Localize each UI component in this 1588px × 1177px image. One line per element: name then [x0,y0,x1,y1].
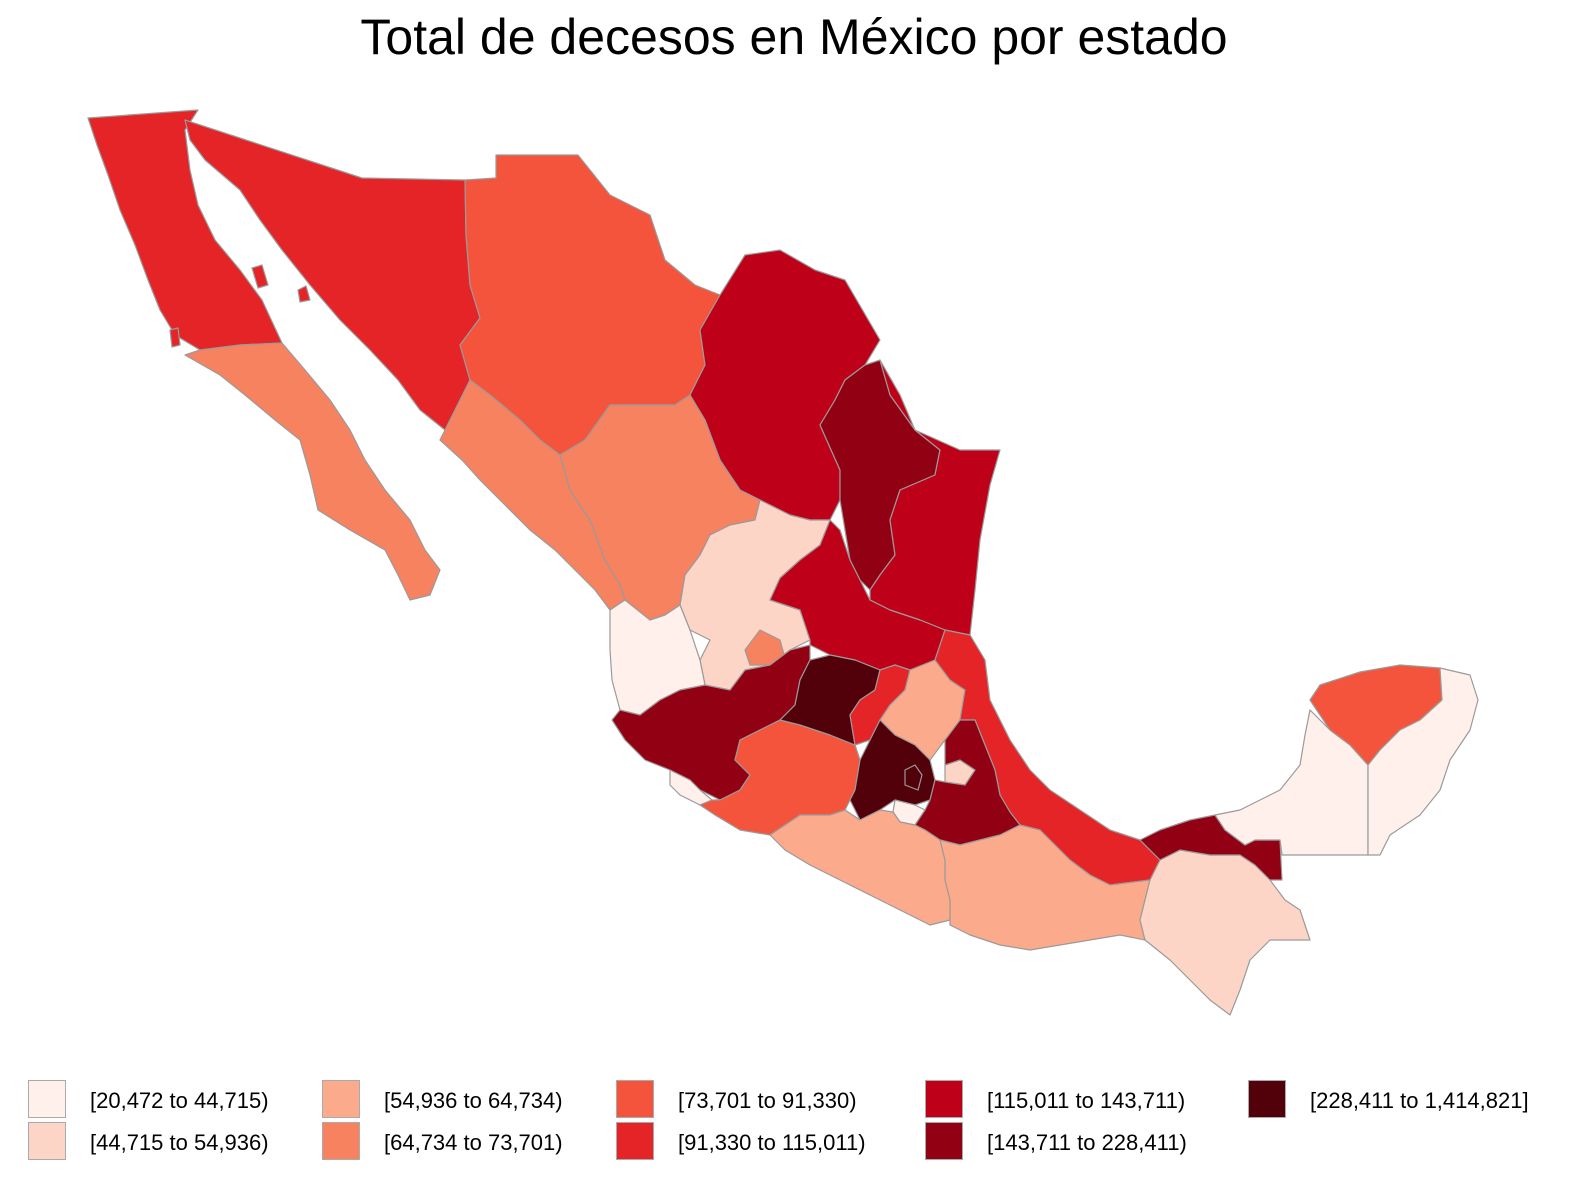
legend-swatch [28,1122,66,1160]
state-tabasco[interactable] [1139,814,1283,881]
legend-swatch [925,1080,963,1118]
legend-label: [73,701 to 91,330) [678,1088,857,1113]
state-baja-california-sur[interactable] [184,342,441,601]
legend-swatch [1248,1080,1286,1118]
legend-label: [54,936 to 64,734) [384,1088,563,1113]
legend-label: [91,330 to 115,011) [678,1130,866,1155]
legend-swatch [322,1122,360,1160]
legend-swatch [616,1080,654,1118]
state-sonora-island [251,264,269,289]
legend-label: [228,411 to 1,414,821] [1310,1088,1529,1113]
map-legend: [20,472 to 44,715) [44,715 to 54,936) [5… [28,1080,1588,1172]
legend-label: [20,472 to 44,715) [90,1088,269,1113]
legend-label: [115,011 to 143,711) [987,1088,1186,1113]
legend-swatch [616,1122,654,1160]
legend-label: [143,711 to 228,411) [987,1130,1187,1155]
state-chiapas[interactable] [1139,849,1311,1016]
state-quintana-roo[interactable] [1367,667,1479,856]
state-sonora-island-2 [297,285,311,303]
legend-swatch [28,1080,66,1118]
legend-swatch [925,1122,963,1160]
legend-label: [64,734 to 73,701) [384,1130,563,1155]
map-title: Total de decesos en México por estado [360,9,1228,65]
legend-swatch [322,1080,360,1118]
state-cdmx[interactable] [904,764,923,791]
state-baja-california-island [169,327,181,348]
legend-label: [44,715 to 54,936) [90,1130,269,1155]
